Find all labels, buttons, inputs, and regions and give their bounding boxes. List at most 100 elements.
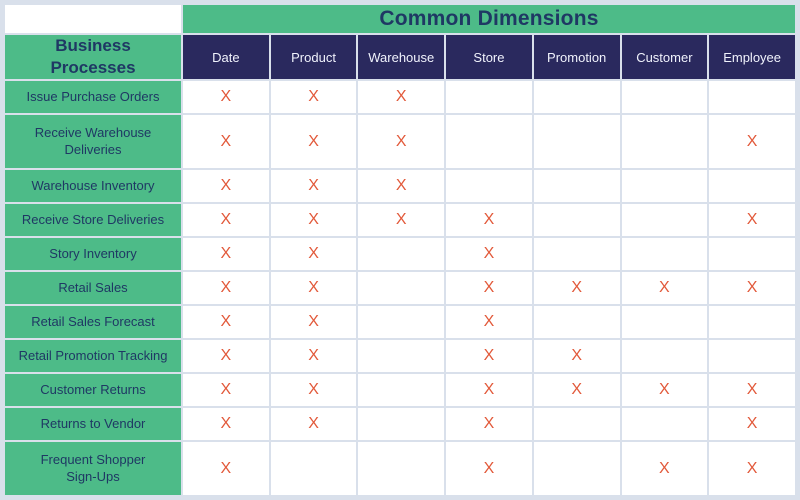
empty-cell	[358, 408, 445, 441]
common-dimensions-title: Common Dimensions	[183, 5, 795, 33]
empty-cell	[621, 408, 708, 441]
process-row-label: Receive Warehouse Deliveries	[5, 115, 181, 169]
process-row: Retail Promotion Tracking X X X X	[5, 340, 795, 373]
empty-cell	[621, 306, 708, 339]
process-row-label: Customer Returns	[5, 374, 181, 407]
empty-cell	[533, 238, 620, 271]
x-mark-cell: X	[533, 374, 620, 407]
x-mark-cell: X	[270, 238, 357, 271]
empty-cell	[358, 306, 445, 339]
column-header-warehouse: Warehouse	[358, 35, 445, 80]
process-row-label: Retail Sales Forecast	[5, 306, 181, 339]
x-mark-cell: X	[270, 306, 357, 339]
column-header-row: Business Processes Date Product Warehouse S…	[5, 35, 795, 80]
empty-cell	[533, 306, 620, 339]
process-row-label: Retail Sales	[5, 272, 181, 305]
x-mark-cell: X	[183, 340, 269, 373]
process-row: Frequent Shopper Sign-Ups X X X X	[5, 442, 795, 496]
x-mark-cell: X	[183, 170, 269, 203]
column-header-customer: Customer	[621, 35, 708, 80]
empty-cell	[358, 272, 445, 305]
empty-cell	[621, 238, 708, 271]
x-mark-cell: X	[183, 272, 269, 305]
process-row: Retail Sales Forecast X X X	[5, 306, 795, 339]
empty-cell	[446, 170, 532, 203]
empty-cell	[358, 374, 445, 407]
column-header-employee: Employee	[709, 35, 795, 80]
empty-cell	[533, 442, 620, 496]
corner-cell	[5, 5, 181, 33]
empty-cell	[533, 204, 620, 237]
empty-cell	[621, 170, 708, 203]
empty-cell	[709, 306, 795, 339]
process-row: Retail Sales X X X X X X	[5, 272, 795, 305]
process-row: Returns to Vendor X X X X	[5, 408, 795, 441]
process-row-label: Warehouse Inventory	[5, 170, 181, 203]
x-mark-cell: X	[183, 374, 269, 407]
x-mark-cell: X	[358, 170, 445, 203]
x-mark-cell: X	[183, 442, 269, 496]
empty-cell	[621, 204, 708, 237]
process-row: Receive Warehouse Deliveries X X X X	[5, 115, 795, 169]
x-mark-cell: X	[446, 204, 532, 237]
x-mark-cell: X	[446, 272, 532, 305]
x-mark-cell: X	[270, 170, 357, 203]
process-row: Receive Store Deliveries X X X X X	[5, 204, 795, 237]
x-mark-cell: X	[533, 340, 620, 373]
x-mark-cell: X	[183, 115, 269, 169]
empty-cell	[358, 340, 445, 373]
x-mark-cell: X	[709, 442, 795, 496]
empty-cell	[533, 115, 620, 169]
empty-cell	[709, 340, 795, 373]
process-row-label: Issue Purchase Orders	[5, 81, 181, 114]
x-mark-cell: X	[709, 408, 795, 441]
x-mark-cell: X	[270, 374, 357, 407]
column-header-promotion: Promotion	[533, 35, 620, 80]
x-mark-cell: X	[709, 374, 795, 407]
empty-cell	[621, 340, 708, 373]
column-header-product: Product	[270, 35, 357, 80]
x-mark-cell: X	[446, 340, 532, 373]
empty-cell	[621, 81, 708, 114]
bus-matrix-table: Common Dimensions Business Processes Dat…	[3, 3, 797, 497]
process-row: Issue Purchase Orders X X X	[5, 81, 795, 114]
process-row: Story Inventory X X X	[5, 238, 795, 271]
x-mark-cell: X	[270, 408, 357, 441]
empty-cell	[358, 442, 445, 496]
x-mark-cell: X	[446, 306, 532, 339]
process-row-label: Frequent Shopper Sign-Ups	[5, 442, 181, 496]
process-row-label: Returns to Vendor	[5, 408, 181, 441]
empty-cell	[709, 170, 795, 203]
empty-cell	[358, 238, 445, 271]
business-processes-title: Business Processes	[5, 35, 181, 80]
x-mark-cell: X	[183, 204, 269, 237]
x-mark-cell: X	[270, 81, 357, 114]
x-mark-cell: X	[183, 408, 269, 441]
x-mark-cell: X	[270, 340, 357, 373]
x-mark-cell: X	[358, 204, 445, 237]
column-header-store: Store	[446, 35, 532, 80]
empty-cell	[446, 81, 532, 114]
x-mark-cell: X	[183, 238, 269, 271]
x-mark-cell: X	[709, 272, 795, 305]
process-row: Warehouse Inventory X X X	[5, 170, 795, 203]
x-mark-cell: X	[270, 204, 357, 237]
empty-cell	[709, 81, 795, 114]
empty-cell	[533, 81, 620, 114]
x-mark-cell: X	[709, 115, 795, 169]
x-mark-cell: X	[446, 374, 532, 407]
empty-cell	[621, 115, 708, 169]
column-header-date: Date	[183, 35, 269, 80]
process-row-label: Receive Store Deliveries	[5, 204, 181, 237]
process-row-label: Retail Promotion Tracking	[5, 340, 181, 373]
empty-cell	[446, 115, 532, 169]
matrix-body: Common Dimensions Business Processes Dat…	[5, 5, 795, 496]
x-mark-cell: X	[270, 115, 357, 169]
x-mark-cell: X	[183, 81, 269, 114]
x-mark-cell: X	[446, 238, 532, 271]
x-mark-cell: X	[270, 272, 357, 305]
x-mark-cell: X	[621, 442, 708, 496]
empty-cell	[533, 408, 620, 441]
empty-cell	[533, 170, 620, 203]
